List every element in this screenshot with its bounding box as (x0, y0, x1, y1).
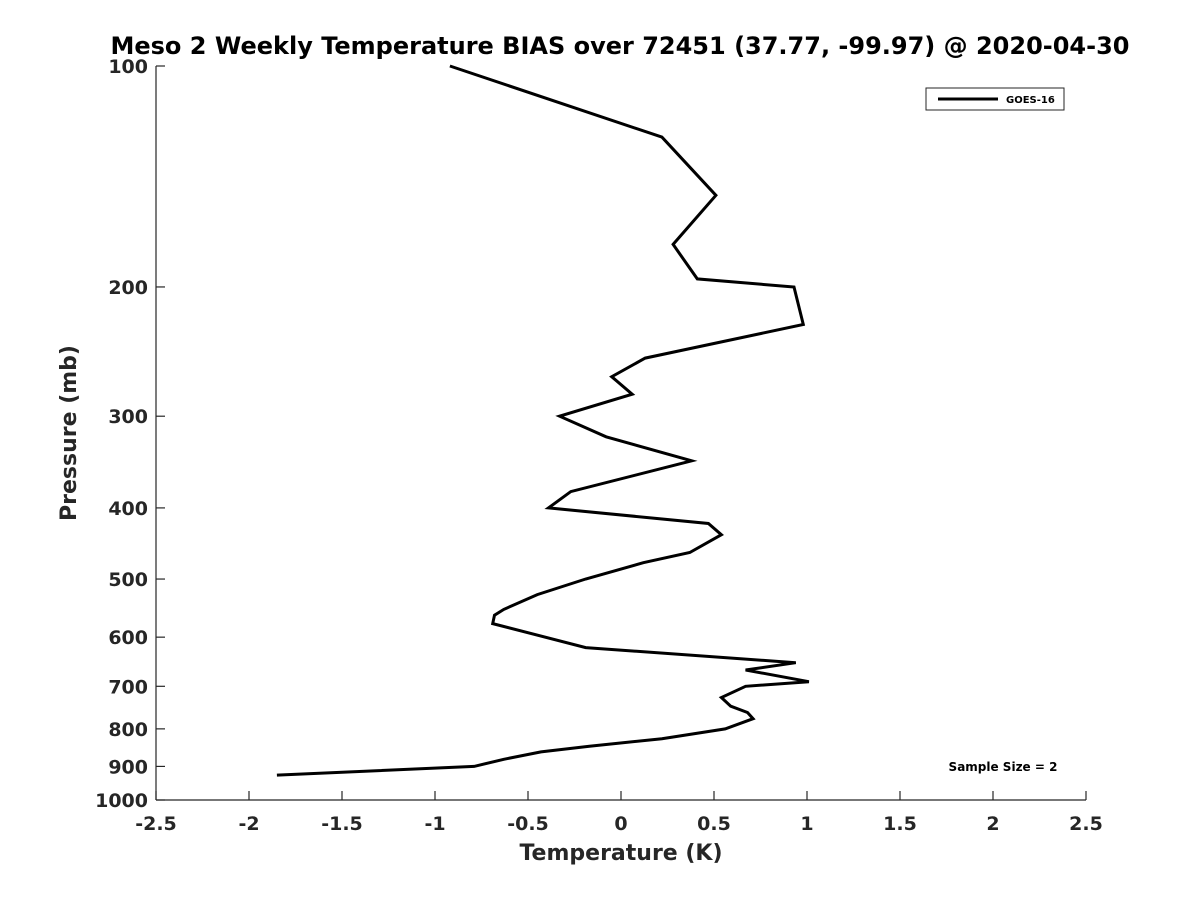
x-tick-label: -0.5 (507, 813, 549, 835)
y-tick-label: 300 (108, 406, 148, 428)
y-tick-label: 200 (108, 277, 148, 299)
x-tick-label: -2.5 (135, 813, 177, 835)
plot-area (155, 66, 1086, 801)
x-tick-label: 2.5 (1069, 813, 1103, 835)
x-tick-label: 0 (614, 813, 627, 835)
y-axis-label: Pressure (mb) (57, 345, 82, 521)
y-tick-label: 800 (108, 719, 148, 741)
y-tick-label: 700 (108, 676, 148, 698)
legend: GOES-16 (925, 87, 1065, 111)
y-tick-label: 600 (108, 627, 148, 649)
x-tick-label: 1 (800, 813, 813, 835)
x-tick-label: 2 (986, 813, 999, 835)
x-tick-label: -1.5 (321, 813, 363, 835)
series-layer (276, 64, 810, 777)
sample-size-annotation: Sample Size = 2 (949, 760, 1058, 774)
y-tick-label: 500 (108, 569, 148, 591)
x-tick-label: -2 (238, 813, 259, 835)
x-tick-label: 0.5 (697, 813, 731, 835)
legend-label: GOES-16 (1006, 95, 1055, 106)
y-tick-label: 400 (108, 498, 148, 520)
y-tick-label: 1000 (95, 790, 148, 812)
x-axis-ticks: -2.5 -2 -1.5 -1 -0.5 0 0.5 1 1.5 2 2.5 (135, 791, 1103, 835)
y-tick-label: 100 (108, 56, 148, 78)
x-axis-label: Temperature (K) (519, 841, 722, 866)
x-tick-label: 1.5 (883, 813, 917, 835)
series-line-goes-16 (276, 64, 810, 777)
y-axis-ticks: 100 200 300 400 500 600 700 800 900 1000 (95, 56, 165, 812)
chart-title: Meso 2 Weekly Temperature BIAS over 7245… (110, 32, 1129, 60)
x-tick-label: -1 (424, 813, 445, 835)
y-tick-label: 900 (108, 756, 148, 778)
